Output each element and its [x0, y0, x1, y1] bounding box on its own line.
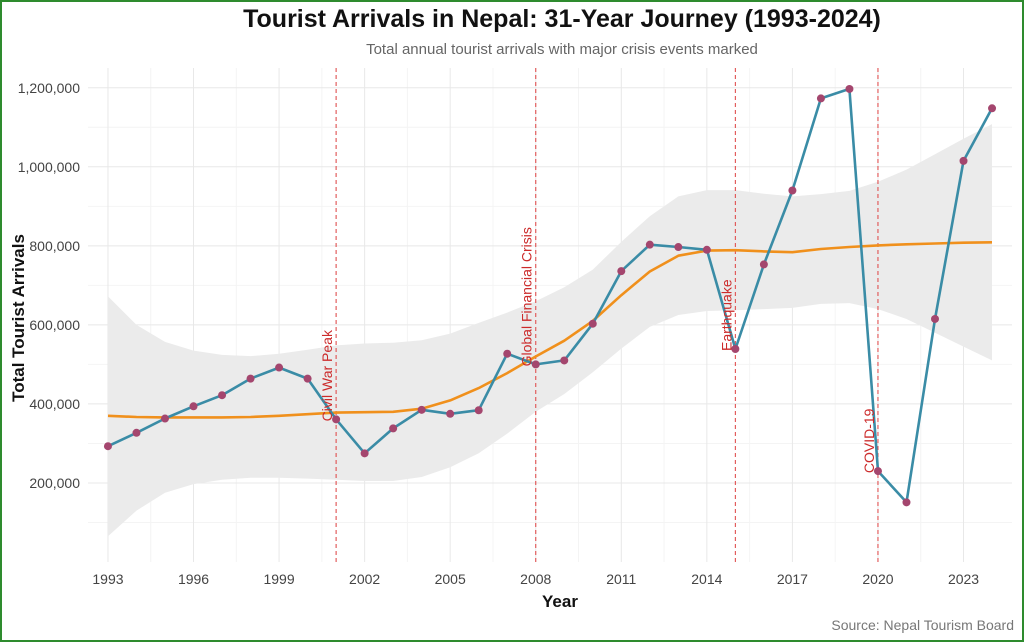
- data-point: [132, 428, 141, 437]
- arrivals-points: [103, 84, 997, 507]
- data-point: [988, 104, 997, 113]
- x-tick-label: 1999: [263, 571, 294, 587]
- x-tick-label: 2008: [520, 571, 551, 587]
- data-point: [617, 267, 626, 276]
- trend-line: [107, 241, 993, 419]
- data-point: [645, 240, 654, 249]
- data-point: [332, 415, 341, 424]
- data-point: [474, 406, 483, 415]
- data-point: [788, 186, 797, 195]
- x-tick-label: 2014: [691, 571, 722, 587]
- data-point: [873, 467, 882, 476]
- data-point: [503, 349, 512, 358]
- data-point: [360, 449, 369, 458]
- data-point: [417, 405, 426, 414]
- data-point: [816, 94, 825, 103]
- y-tick-label: 400,000: [29, 396, 80, 412]
- data-point: [303, 374, 312, 383]
- data-point: [275, 363, 284, 372]
- event-label: Earthquake: [718, 279, 734, 351]
- data-point: [759, 260, 768, 269]
- x-axis-title: Year: [542, 592, 578, 611]
- y-tick-label: 1,000,000: [18, 159, 80, 175]
- chart-subtitle: Total annual tourist arrivals with major…: [366, 41, 758, 58]
- trend-line-layer: [107, 241, 993, 419]
- y-tick-label: 1,200,000: [18, 80, 80, 96]
- event-labels: Civil War Peak Global Financial Crisis Ear…: [319, 227, 877, 473]
- data-point: [446, 409, 455, 418]
- data-point: [531, 360, 540, 369]
- x-tick-label: 1993: [92, 571, 123, 587]
- event-label: COVID-19: [861, 408, 877, 473]
- data-point: [731, 344, 740, 353]
- data-point: [218, 391, 227, 400]
- x-tick-label: 2017: [777, 571, 808, 587]
- x-tick-label: 2011: [606, 571, 636, 587]
- confidence-band-area: [108, 124, 992, 537]
- y-ticks: 200,000 400,000 600,000 800,000 1,000,000 1,2…: [18, 80, 81, 491]
- data-point: [389, 424, 398, 433]
- y-tick-label: 800,000: [29, 238, 80, 254]
- data-point: [246, 374, 255, 383]
- x-tick-label: 2020: [862, 571, 893, 587]
- data-point: [588, 319, 597, 328]
- source-caption: Source: Nepal Tourism Board: [831, 617, 1014, 633]
- event-lines: [335, 68, 879, 562]
- y-tick-label: 600,000: [29, 317, 80, 333]
- x-tick-label: 2005: [435, 571, 466, 587]
- data-point: [189, 402, 198, 411]
- chart-title: Tourist Arrivals in Nepal: 31-Year Journ…: [243, 5, 881, 33]
- arrivals-line: [107, 87, 994, 504]
- arrivals-line-layer: [107, 87, 994, 504]
- x-tick-label: 2023: [948, 571, 979, 587]
- event-label: Global Financial Crisis: [519, 227, 535, 366]
- data-point: [560, 356, 569, 365]
- data-point: [845, 84, 854, 93]
- y-axis-title: Total Tourist Arrivals: [9, 234, 28, 402]
- x-tick-label: 1996: [178, 571, 209, 587]
- event-label: Civil War Peak: [319, 329, 335, 421]
- data-point: [702, 245, 711, 254]
- x-ticks: 1993 1996 1999 2002 2005 2008 2011 2014 2017 2020…: [92, 571, 979, 587]
- x-tick-label: 2002: [349, 571, 380, 587]
- data-point: [902, 498, 911, 507]
- data-point: [959, 156, 968, 165]
- data-point: [103, 442, 112, 451]
- data-point: [931, 314, 939, 323]
- y-tick-label: 200,000: [29, 475, 80, 491]
- data-point: [161, 414, 169, 423]
- confidence-band: [108, 124, 992, 537]
- data-point: [674, 243, 683, 252]
